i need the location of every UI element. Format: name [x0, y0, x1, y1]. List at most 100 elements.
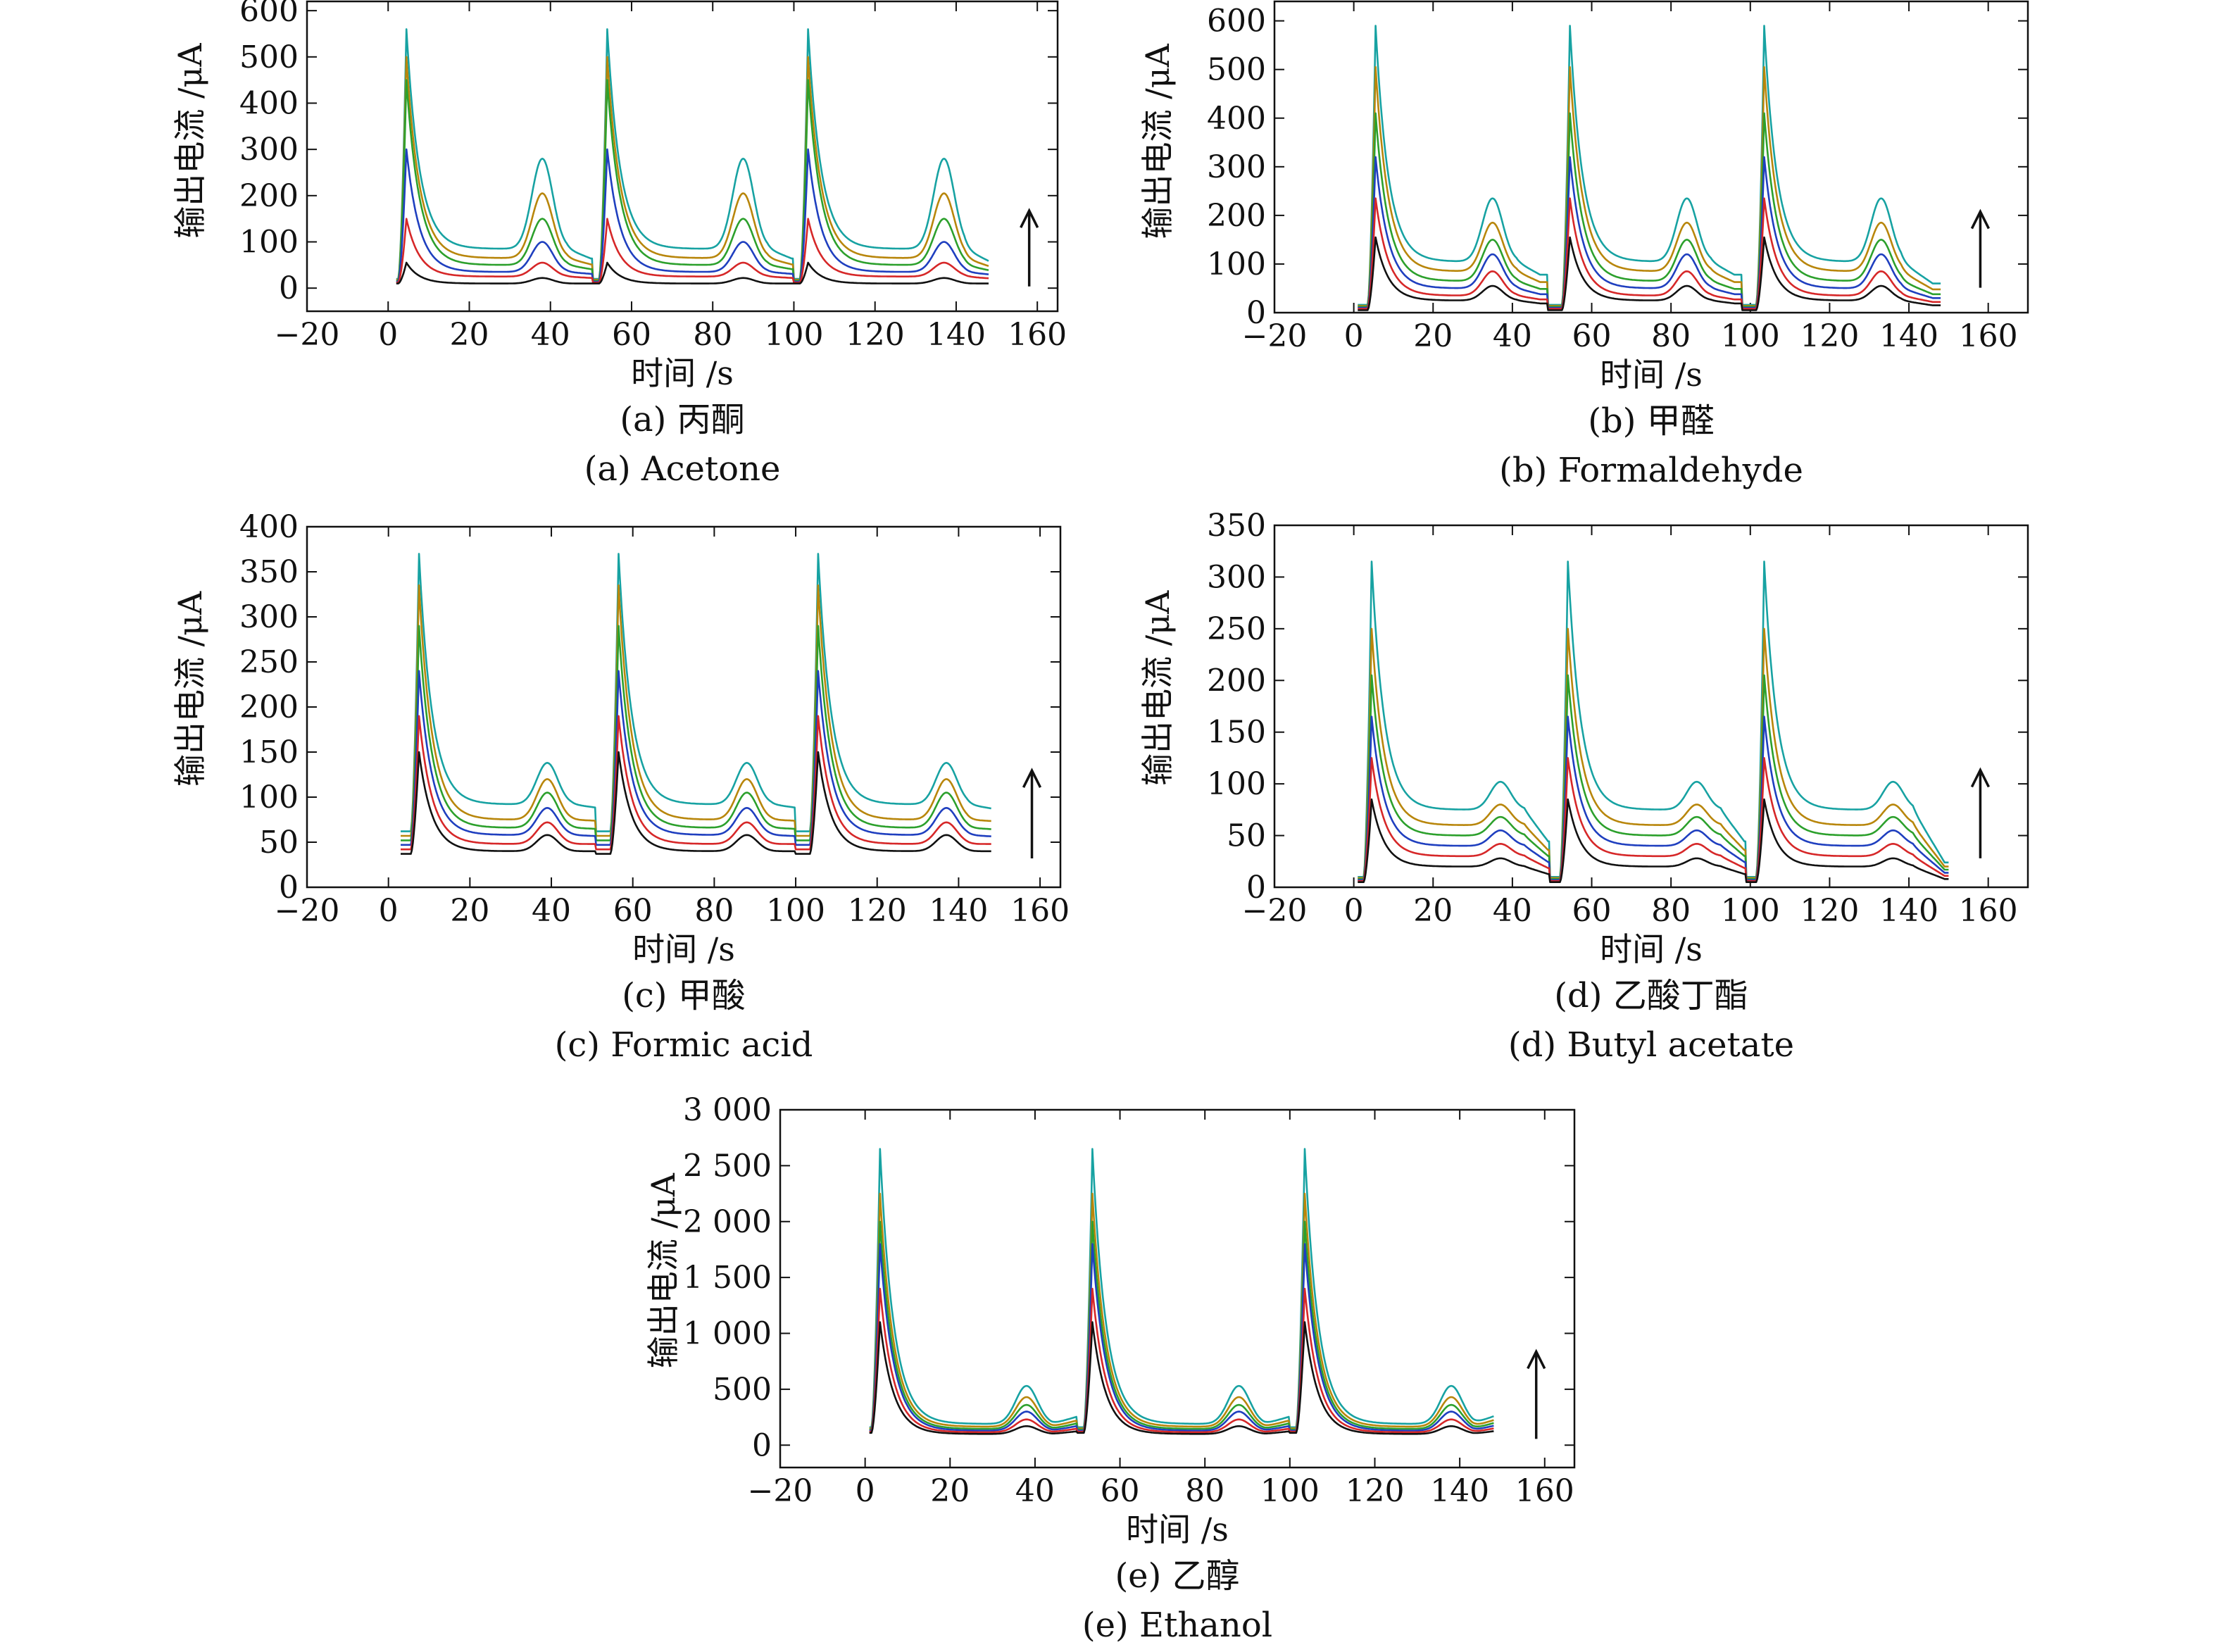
x-tick-label: 0	[1344, 893, 1364, 929]
y-tick-label: 150	[239, 734, 299, 770]
y-tick-label: 600	[239, 0, 299, 29]
caption-en: (a) Acetone	[584, 449, 781, 489]
series-line	[1358, 798, 1949, 883]
x-tick-label: 60	[1572, 318, 1612, 354]
series-line	[869, 1243, 1494, 1432]
y-tick-label: 300	[239, 132, 299, 168]
series-line	[1358, 236, 1941, 311]
x-tick-label: −20	[275, 893, 340, 929]
y-tick-label: 100	[1207, 766, 1266, 802]
y-tick-label: 250	[1207, 611, 1266, 647]
series-line	[869, 1321, 1494, 1435]
x-tick-label: 40	[531, 317, 570, 353]
x-tick-label: 40	[1015, 1473, 1055, 1509]
x-tick-label: 60	[1101, 1473, 1140, 1509]
y-tick-label: 500	[1207, 52, 1266, 88]
y-tick-label: 300	[1207, 559, 1266, 595]
caption-en: (e) Ethanol	[1082, 1606, 1272, 1645]
x-tick-label: 80	[694, 893, 734, 929]
x-tick-label: 80	[1651, 318, 1691, 354]
y-tick-label: 500	[239, 39, 299, 75]
y-tick-label: 0	[279, 270, 299, 306]
x-tick-label: 140	[1430, 1473, 1489, 1509]
y-tick-label: 100	[1207, 246, 1266, 282]
caption-en: (d) Butyl acetate	[1508, 1025, 1794, 1065]
series-line	[869, 1148, 1494, 1429]
series-line	[1358, 627, 1949, 880]
x-tick-label: 0	[1344, 318, 1364, 354]
series-line	[396, 56, 989, 281]
plot-frame	[1273, 524, 2029, 889]
x-tick-label: 60	[612, 317, 651, 353]
x-tick-label: 20	[1413, 318, 1453, 354]
x-tick-label: 80	[1185, 1473, 1224, 1509]
y-tick-label: 350	[239, 554, 299, 590]
series-line	[396, 148, 989, 283]
series-group	[1358, 25, 1941, 311]
caption-en: (b) Formaldehyde	[1499, 451, 1803, 490]
y-tick-label: 100	[239, 780, 299, 815]
caption-cn: (a) 丙酮	[620, 400, 744, 439]
y-tick-label: 2 500	[683, 1148, 772, 1184]
x-tick-label: 140	[1879, 893, 1938, 929]
series-line	[396, 218, 989, 284]
plot-frame	[779, 1108, 1576, 1469]
y-tick-label: 200	[1207, 663, 1266, 699]
trend-arrow-head	[1970, 208, 1990, 230]
chart-panel-d: −20 0 20 40 60 80 100 120 140 1600501001502002503…	[1139, 508, 2029, 1065]
series-line	[1358, 112, 1941, 308]
y-axis-label: 输出电流 /μA	[171, 591, 209, 787]
y-tick-label: 400	[239, 509, 299, 545]
x-tick-label: 160	[1008, 317, 1067, 353]
y-tick-label: 300	[1207, 149, 1266, 185]
y-tick-label: 0	[752, 1427, 772, 1463]
x-tick-label: 160	[1010, 893, 1070, 929]
series-group	[396, 28, 989, 284]
series-line	[869, 1287, 1494, 1434]
x-tick-label: 20	[1413, 893, 1453, 929]
series-line	[1358, 197, 1941, 310]
x-tick-label: 100	[764, 317, 823, 353]
x-tick-label: 100	[766, 893, 825, 929]
trend-arrow-head	[1022, 768, 1042, 788]
caption-en: (c) Formic acid	[555, 1025, 813, 1065]
x-tick-label: 120	[1345, 1473, 1404, 1509]
series-line	[1358, 561, 1949, 878]
x-tick-label: 120	[1800, 318, 1859, 354]
x-tick-label: 100	[1260, 1473, 1320, 1509]
x-tick-label: 20	[930, 1473, 970, 1509]
x-axis-label: 时间 /s	[1126, 1510, 1229, 1548]
x-tick-label: 160	[1959, 893, 2018, 929]
x-tick-label: 140	[1879, 318, 1938, 354]
x-axis-label: 时间 /s	[632, 930, 735, 968]
series-group	[1358, 561, 1949, 883]
x-axis-label: 时间 /s	[1600, 930, 1703, 968]
chart-panel-b: −20 0 20 40 60 80 100 120 140 1600100200300400500…	[1139, 0, 2029, 490]
series-line	[1358, 715, 1949, 881]
x-tick-label: −20	[1242, 893, 1308, 929]
x-tick-label: 160	[1959, 318, 2018, 354]
x-tick-label: 20	[450, 893, 489, 929]
x-tick-label: 40	[1493, 893, 1532, 929]
y-tick-label: 200	[1207, 198, 1266, 234]
caption-cn: (b) 甲醛	[1588, 401, 1714, 441]
chart-panel-e: −20 0 20 40 60 80 100 120 140 160 0 500 1 000 1 500 2 …	[644, 1092, 1576, 1645]
series-line	[401, 584, 991, 837]
y-tick-label: 150	[1207, 715, 1266, 751]
caption-cn: (d) 乙酸丁酯	[1554, 976, 1748, 1015]
y-tick-label: 0	[1246, 870, 1266, 906]
x-tick-label: 120	[846, 317, 905, 353]
trend-arrow-head	[1527, 1348, 1546, 1370]
chart-panel-c: −20 0 20 40 60 80 100 120 140 1600501001502002503…	[171, 509, 1070, 1065]
series-line	[396, 261, 989, 284]
series-line	[396, 79, 989, 282]
x-tick-label: 40	[532, 893, 571, 929]
chart-panel-a: −20 0 20 40 60 80 100 120 140 160 0 100 200 300 400 500…	[171, 0, 1067, 489]
series-line	[1358, 65, 1941, 307]
series-line	[401, 751, 991, 855]
x-axis-label: 时间 /s	[1600, 356, 1703, 394]
y-tick-label: 50	[1227, 818, 1266, 854]
y-axis-label: 输出电流 /μA	[1139, 44, 1177, 239]
x-tick-label: −20	[748, 1473, 813, 1509]
x-tick-label: 40	[1493, 318, 1532, 354]
